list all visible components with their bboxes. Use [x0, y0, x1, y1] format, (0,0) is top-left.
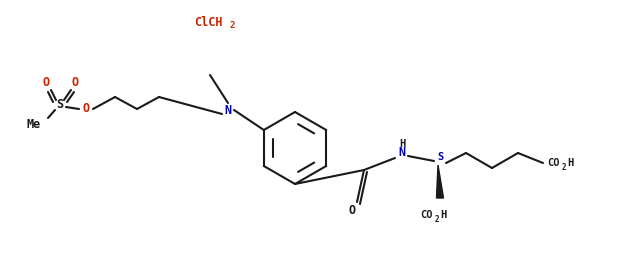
- Polygon shape: [436, 165, 443, 198]
- Text: N: N: [398, 146, 406, 160]
- Text: 2: 2: [435, 215, 439, 224]
- Text: H: H: [399, 139, 405, 149]
- Text: O: O: [349, 204, 356, 216]
- Text: O: O: [71, 77, 79, 89]
- Text: H: H: [440, 210, 446, 220]
- Text: S: S: [57, 98, 64, 112]
- Text: 2: 2: [562, 162, 566, 171]
- Text: O: O: [83, 103, 90, 115]
- Text: CO: CO: [547, 158, 559, 168]
- Text: 2: 2: [229, 22, 234, 31]
- Text: N: N: [224, 104, 232, 116]
- Text: S: S: [437, 152, 443, 162]
- Text: O: O: [43, 77, 50, 89]
- Text: ClCH: ClCH: [194, 15, 222, 29]
- Text: CO: CO: [420, 210, 432, 220]
- Text: H: H: [567, 158, 573, 168]
- Text: Me: Me: [27, 118, 41, 132]
